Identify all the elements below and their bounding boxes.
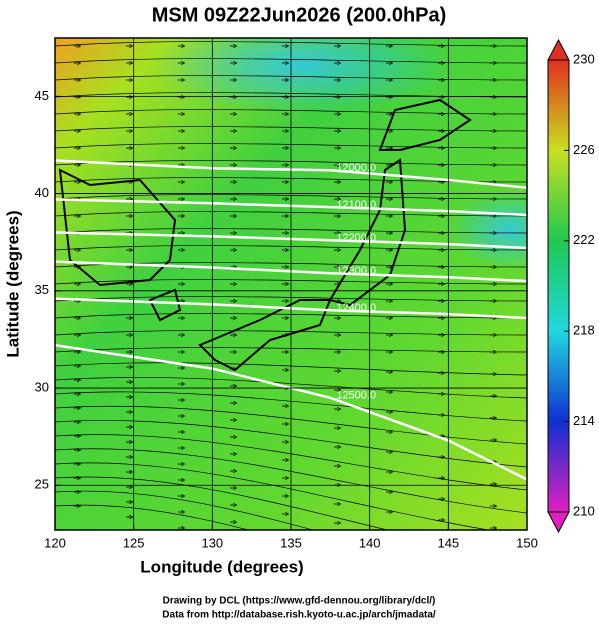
contour-line bbox=[55, 344, 527, 481]
x-tick-label: 150 bbox=[516, 535, 538, 550]
y-tick-label: 30 bbox=[35, 379, 49, 394]
streamline bbox=[55, 143, 527, 149]
streamline bbox=[55, 245, 527, 251]
streamline bbox=[55, 41, 527, 47]
map-field: 12000.0 12100.0 12200.0 12300.0 12400.0 12500… bbox=[55, 38, 527, 530]
streamline bbox=[55, 160, 527, 166]
colorbar-tick-label: 214 bbox=[573, 413, 595, 428]
streamline bbox=[55, 405, 527, 445]
streamline bbox=[55, 58, 527, 64]
streamline bbox=[55, 434, 527, 491]
streamline bbox=[55, 362, 527, 376]
y-tick-label: 40 bbox=[35, 185, 49, 200]
contour-label: 12100.0 bbox=[336, 199, 376, 211]
streamline bbox=[55, 391, 527, 422]
credit: Drawing by DCL (https://www.gfd-dennou.o… bbox=[163, 596, 436, 607]
colorbar-tick-label: 210 bbox=[573, 503, 595, 518]
y-axis-label: Latitude (degrees) bbox=[3, 210, 22, 357]
streamline bbox=[55, 490, 315, 530]
streamline bbox=[55, 228, 527, 234]
contour-line bbox=[55, 198, 527, 217]
streamline bbox=[55, 194, 527, 200]
contour-line bbox=[55, 231, 527, 250]
streamline bbox=[55, 377, 527, 399]
colorbar-scale bbox=[547, 59, 570, 513]
x-tick-label: 145 bbox=[437, 535, 459, 550]
streamline bbox=[55, 313, 527, 319]
colorbar: 210 214 218 222 226 230 bbox=[547, 38, 595, 534]
contour-line bbox=[55, 297, 527, 320]
chart-title: MSM 09Z22Jun2026 (200.0hPa) bbox=[152, 4, 447, 26]
streamline bbox=[55, 476, 389, 530]
colorbar-extend bbox=[547, 511, 570, 534]
streamline bbox=[55, 126, 527, 132]
streamline bbox=[55, 75, 527, 81]
x-tick-label: 140 bbox=[359, 535, 381, 550]
colorbar-tick-label: 226 bbox=[573, 142, 595, 157]
coastline bbox=[58, 98, 472, 372]
x-tick-label: 130 bbox=[201, 535, 223, 550]
x-tick-label: 135 bbox=[280, 535, 302, 550]
streamline bbox=[55, 296, 527, 302]
contour-label: 12500.0 bbox=[336, 390, 376, 402]
contour-label: 12400.0 bbox=[336, 302, 376, 314]
streamline bbox=[55, 279, 527, 285]
y-tick-label: 45 bbox=[35, 88, 49, 103]
contours: 12000.0 12100.0 12200.0 12300.0 12400.0 12500… bbox=[55, 159, 527, 481]
contour-line bbox=[55, 159, 527, 189]
streamline bbox=[55, 109, 527, 115]
streamline bbox=[55, 462, 491, 530]
streamline bbox=[55, 211, 527, 217]
colorbar-tick-label: 218 bbox=[573, 323, 595, 338]
x-axis-label: Longitude (degrees) bbox=[140, 557, 303, 576]
colorbar-extend bbox=[547, 38, 570, 61]
streamline bbox=[55, 504, 250, 530]
grid bbox=[55, 38, 527, 530]
contour-label: 12300.0 bbox=[336, 265, 376, 277]
streamline bbox=[55, 420, 527, 468]
contour-label: 12200.0 bbox=[336, 232, 376, 244]
contour-label: 12000.0 bbox=[336, 162, 376, 174]
x-tick-label: 125 bbox=[123, 535, 145, 550]
credit: Data from http://database.rish.kyoto-u.a… bbox=[162, 610, 436, 621]
contour-line bbox=[55, 260, 527, 283]
colorbar-tick-label: 222 bbox=[573, 232, 595, 247]
y-tick-label: 25 bbox=[35, 477, 49, 492]
colorbar-tick-label: 230 bbox=[573, 51, 595, 66]
streamline bbox=[55, 448, 527, 514]
streamline bbox=[55, 347, 527, 353]
streamline bbox=[55, 330, 527, 336]
y-tick-label: 35 bbox=[35, 282, 49, 297]
cold-region bbox=[150, 38, 450, 115]
x-tick-label: 120 bbox=[44, 535, 66, 550]
